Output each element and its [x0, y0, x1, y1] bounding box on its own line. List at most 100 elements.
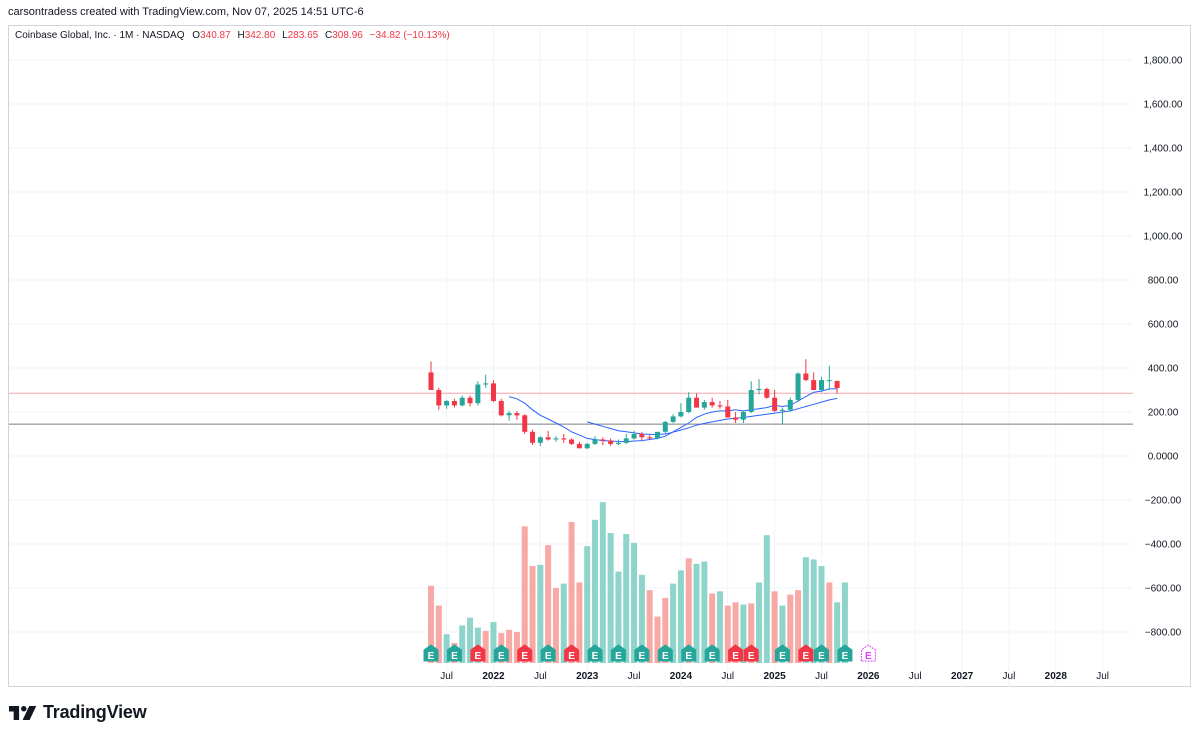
candle-body — [537, 437, 543, 443]
earnings-marker: E — [860, 644, 876, 662]
y-tick-label: 1,800.00 — [1144, 56, 1183, 67]
earnings-marker: E — [446, 644, 462, 662]
candles — [428, 359, 840, 449]
y-tick-label: 1,600.00 — [1144, 100, 1183, 111]
volume-bar — [771, 591, 778, 663]
x-tick-label: 2026 — [857, 671, 880, 682]
candle-body — [475, 384, 481, 404]
volume-bar — [685, 558, 692, 663]
earnings-badge — [564, 644, 580, 662]
volume-bar — [787, 594, 794, 663]
candle-body — [506, 413, 512, 416]
earnings-label: E — [568, 651, 575, 662]
earnings-badge — [774, 644, 790, 662]
earnings-marker: E — [837, 644, 853, 662]
volume-bar — [521, 526, 528, 663]
candle-body — [608, 440, 614, 444]
volume-bar — [701, 561, 708, 663]
x-tick-label: Jul — [721, 671, 734, 682]
earnings-badge — [470, 644, 486, 662]
volume-bar — [529, 566, 536, 663]
candle-body — [561, 438, 567, 440]
candle-body — [623, 438, 629, 443]
earnings-badge — [423, 644, 439, 662]
candle-body — [678, 412, 684, 417]
volume-bar — [615, 571, 622, 663]
candle-body — [811, 380, 817, 390]
y-tick-label: 1,000.00 — [1144, 232, 1183, 243]
y-tick-label: 800.00 — [1148, 276, 1179, 287]
y-tick-label: 1,200.00 — [1144, 188, 1183, 199]
earnings-marker: E — [704, 644, 720, 662]
grid-lines — [9, 26, 1133, 687]
tradingview-logo-icon — [9, 705, 37, 720]
volume-bar — [810, 559, 817, 663]
low-label: L — [282, 30, 288, 41]
close-value: 308.96 — [332, 30, 363, 41]
volume-bar — [677, 570, 684, 663]
earnings-label: E — [615, 651, 622, 662]
earnings-badge — [704, 644, 720, 662]
earnings-badge — [814, 644, 829, 662]
earnings-badge — [493, 644, 509, 662]
created-line: carsontradess created with TradingView.c… — [8, 6, 364, 18]
tradingview-brand: TradingView — [9, 702, 147, 723]
high-label: H — [237, 30, 245, 41]
volume-bar — [568, 522, 575, 663]
earnings-label: E — [475, 651, 482, 662]
x-tick-label: Jul — [1096, 671, 1109, 682]
earnings-badge — [860, 644, 876, 662]
volume-bar — [834, 602, 841, 663]
volume-bar — [506, 629, 513, 663]
earnings-label: E — [639, 651, 646, 662]
earnings-marker: E — [743, 644, 759, 662]
symbol-name[interactable]: Coinbase Global, Inc. · 1M · NASDAQ — [15, 30, 185, 41]
volume-bar — [513, 632, 520, 663]
volume-bars — [428, 502, 848, 663]
earnings-badge — [837, 644, 853, 662]
earnings-label: E — [498, 651, 505, 662]
candle-body — [459, 397, 465, 406]
y-tick-label: 200.00 — [1148, 408, 1179, 419]
earnings-marker: E — [493, 644, 509, 662]
x-tick-label: Jul — [815, 671, 828, 682]
earnings-marker: E — [814, 644, 829, 662]
volume-bar — [818, 566, 825, 663]
x-tick-label: 2028 — [1045, 671, 1068, 682]
low-value: 283.65 — [287, 30, 319, 41]
earnings-badge — [743, 644, 759, 662]
candle-body — [490, 383, 496, 401]
volume-bar — [841, 582, 848, 663]
x-tick-label: 2025 — [764, 671, 787, 682]
x-tick-label: 2022 — [482, 671, 505, 682]
close-label: C — [325, 30, 333, 41]
volume-bar — [740, 604, 747, 663]
earnings-label: E — [732, 651, 739, 662]
earnings-label: E — [521, 651, 528, 662]
candle-body — [436, 390, 442, 406]
y-tick-label: −800.00 — [1145, 628, 1182, 639]
earnings-label: E — [865, 651, 872, 662]
candle-body — [592, 439, 598, 444]
earnings-marker: E — [540, 644, 556, 662]
y-tick-label: −600.00 — [1145, 584, 1182, 595]
earnings-marker: E — [564, 644, 580, 662]
earnings-marker: E — [517, 644, 533, 662]
candle-body — [787, 399, 793, 410]
earnings-label: E — [662, 651, 669, 662]
candle-body — [498, 401, 504, 416]
candle-body — [514, 413, 520, 416]
candle-body — [701, 402, 707, 408]
volume-bar — [584, 546, 591, 663]
earnings-marker: E — [681, 644, 697, 662]
candle-body — [530, 431, 536, 443]
candle-body — [615, 442, 621, 444]
volume-bar — [443, 634, 450, 663]
candle-body — [600, 439, 606, 441]
high-value: 342.80 — [244, 30, 276, 41]
earnings-badge — [610, 644, 626, 662]
x-tick-label: 2027 — [951, 671, 974, 682]
earnings-badge — [657, 644, 673, 662]
open-label: O — [192, 30, 201, 41]
